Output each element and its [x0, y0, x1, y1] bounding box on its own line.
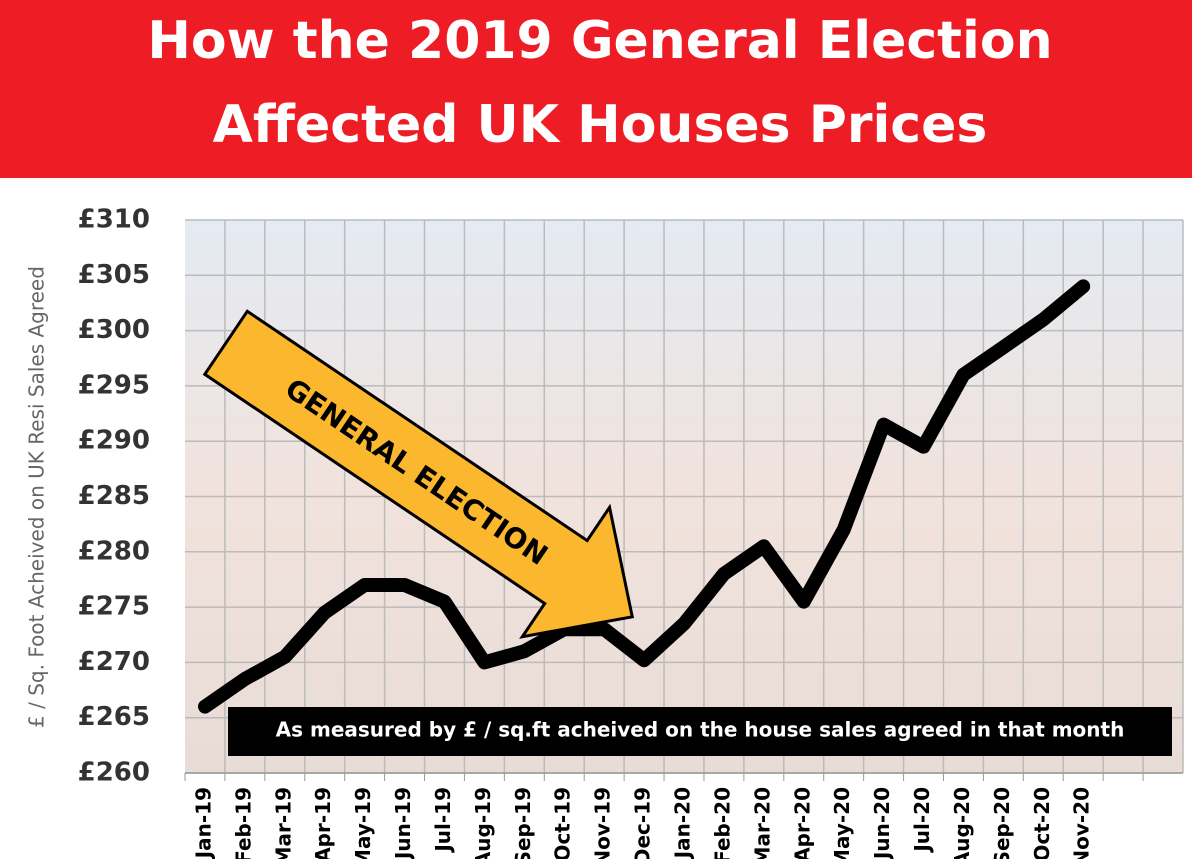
- x-tick-label: May-20: [830, 787, 854, 859]
- y-tick-label: £265: [78, 702, 150, 732]
- x-tick-label: Nov-20: [1070, 787, 1094, 859]
- arrow: [202, 309, 635, 639]
- y-tick-label: £270: [78, 647, 150, 677]
- y-tick-label: £295: [78, 370, 150, 400]
- y-tick-label: £290: [78, 426, 150, 456]
- y-tick-label: £280: [78, 536, 150, 566]
- price-line: [198, 279, 1091, 714]
- x-tick-label: Jan-20: [671, 787, 695, 859]
- x-tick-label: Aug-19: [471, 787, 495, 859]
- x-tick-label: Feb-20: [710, 787, 734, 859]
- y-tick-label: £305: [78, 260, 150, 290]
- x-tick-label: Dec-19: [631, 787, 655, 859]
- x-tick-label: Sep-20: [990, 787, 1014, 859]
- grid: [184, 219, 1184, 781]
- x-tick-label: Jul-20: [910, 787, 934, 854]
- x-tick-label: Aug-20: [950, 787, 974, 859]
- x-tick-label: Oct-19: [551, 787, 575, 859]
- x-tick-label: Jan-19: [191, 787, 215, 859]
- chart-title: Affected UK Houses Prices: [213, 95, 988, 155]
- annotation: As measured by £ / sq.ft acheived on the…: [276, 718, 1125, 742]
- chart-title: How the 2019 General Election: [147, 11, 1052, 71]
- y-axis-label: £ / Sq. Foot Acheived on UK Resi Sales A…: [25, 266, 49, 728]
- x-tick-label: Mar-19: [271, 787, 295, 859]
- x-tick-label: Nov-19: [591, 787, 615, 859]
- x-tick-label: Jun-20: [870, 787, 894, 859]
- y-tick-label: £285: [78, 481, 150, 511]
- x-tick-label: Oct-20: [1030, 787, 1054, 859]
- y-tick-label: £260: [78, 758, 150, 788]
- title-banner: [0, 0, 1192, 178]
- marks: [198, 279, 1091, 714]
- x-tick-label: Mar-20: [750, 787, 774, 859]
- x-tick-label: Apr-20: [790, 787, 814, 859]
- y-tick-label: £310: [78, 205, 150, 235]
- x-tick-label: Jul-19: [431, 787, 455, 854]
- y-tick-label: £300: [78, 315, 150, 345]
- y-tick-label: £275: [78, 592, 150, 622]
- note-box: [228, 707, 1172, 756]
- x-tick-label: Feb-19: [231, 787, 255, 859]
- x-tick-label: Jun-19: [391, 787, 415, 859]
- x-tick-label: Apr-19: [311, 787, 335, 859]
- x-tick-label: May-19: [351, 787, 375, 859]
- x-tick-label: Sep-19: [511, 787, 535, 859]
